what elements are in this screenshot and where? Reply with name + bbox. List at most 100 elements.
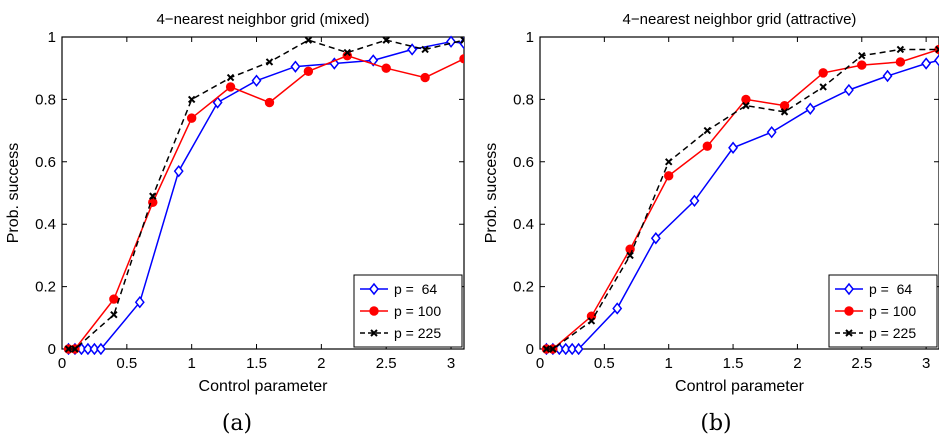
data-point-1 xyxy=(303,66,314,77)
x-tick-label: 1 xyxy=(188,355,196,372)
x-tick-label: 2 xyxy=(793,355,801,372)
legend: p = 64 p = 100 p = 225 xyxy=(828,274,938,348)
data-point-1 xyxy=(741,94,751,105)
data-point-2 xyxy=(935,45,939,54)
data-point-1 xyxy=(702,141,713,151)
legend-marker xyxy=(845,329,853,337)
legend-label: p = 64 xyxy=(394,281,437,297)
y-tick-label: 0.4 xyxy=(35,216,56,233)
data-point-0 xyxy=(805,102,816,115)
data-point-2 xyxy=(110,310,118,319)
data-point-2 xyxy=(549,345,557,353)
legend-label: p = 100 xyxy=(869,303,916,319)
caption-a: (a) xyxy=(222,411,252,436)
x-tick-label: 1 xyxy=(665,355,673,372)
y-axis-label: Prob. success xyxy=(483,143,500,243)
y-tick-label: 0.2 xyxy=(35,279,56,296)
data-point-0 xyxy=(82,342,93,355)
data-point-2 xyxy=(149,192,157,200)
legend-marker xyxy=(844,282,854,296)
legend-marker xyxy=(370,329,378,337)
y-tick-label: 0 xyxy=(48,341,56,358)
data-point-2 xyxy=(265,58,274,66)
series-line-1 xyxy=(546,48,939,350)
data-point-0 xyxy=(728,141,739,154)
data-point-2 xyxy=(858,52,866,60)
legend-label: p = 64 xyxy=(869,281,912,297)
y-tick-label: 1 xyxy=(48,29,56,46)
y-axis-label: Prob. success xyxy=(5,143,22,243)
data-point-2 xyxy=(742,101,750,110)
legend: p = 64 p = 100 p = 225 xyxy=(353,274,463,348)
data-point-2 xyxy=(626,251,634,260)
chart-title: 4−nearest neighbor grid (attractive) xyxy=(623,11,857,28)
data-point-0 xyxy=(212,96,223,109)
data-point-1 xyxy=(664,171,674,181)
data-point-2 xyxy=(587,317,596,325)
data-point-1 xyxy=(895,57,906,67)
data-point-0 xyxy=(567,342,578,355)
data-point-0 xyxy=(407,43,418,56)
data-point-0 xyxy=(921,57,932,70)
data-point-2 xyxy=(421,45,429,54)
x-tick-label: 0.5 xyxy=(116,355,137,372)
data-point-2 xyxy=(304,36,313,44)
data-point-1 xyxy=(779,100,790,111)
series-line-2 xyxy=(68,39,464,350)
x-axis-label: Control parameter xyxy=(675,378,805,395)
data-point-0 xyxy=(843,83,854,97)
data-point-1 xyxy=(625,244,635,254)
x-tick-label: 2 xyxy=(317,355,325,372)
data-point-1 xyxy=(381,63,391,73)
x-tick-label: 3 xyxy=(922,355,930,372)
legend-marker xyxy=(844,306,854,316)
series-line-1 xyxy=(68,54,464,350)
data-point-2 xyxy=(542,345,551,353)
data-point-0 xyxy=(612,302,623,315)
data-point-0 xyxy=(882,69,893,83)
legend-label: p = 225 xyxy=(869,325,916,341)
x-tick-label: 1.5 xyxy=(723,355,744,372)
data-point-1 xyxy=(857,60,867,70)
data-point-0 xyxy=(251,74,262,87)
data-point-1 xyxy=(459,54,464,64)
data-point-0 xyxy=(560,342,571,355)
data-point-0 xyxy=(134,295,145,309)
series-line-2 xyxy=(546,48,939,350)
data-point-2 xyxy=(71,345,79,353)
y-tick-label: 0.6 xyxy=(513,154,534,171)
data-point-0 xyxy=(934,54,939,67)
data-point-0 xyxy=(650,232,661,245)
data-point-0 xyxy=(573,342,584,355)
data-point-0 xyxy=(290,60,301,73)
y-tick-label: 0.8 xyxy=(513,91,534,108)
y-tick-label: 1 xyxy=(526,29,534,46)
data-point-1 xyxy=(109,294,119,304)
x-tick-label: 0.5 xyxy=(594,355,615,372)
x-tick-label: 2.5 xyxy=(851,355,872,372)
caption-b: (b) xyxy=(700,411,731,436)
y-tick-label: 0.2 xyxy=(513,279,534,296)
legend-label: p = 225 xyxy=(394,325,441,341)
data-point-2 xyxy=(665,158,673,166)
data-point-0 xyxy=(89,342,100,355)
x-tick-label: 2.5 xyxy=(376,355,397,372)
data-point-1 xyxy=(818,68,828,78)
legend-marker xyxy=(369,306,379,316)
y-tick-label: 0.6 xyxy=(35,154,56,171)
chart-title: 4−nearest neighbor grid (mixed) xyxy=(156,11,369,28)
chart-panel-a: 4−nearest neighbor grid (mixed) 0 0.5 1 1.5 2… xyxy=(5,11,465,395)
data-point-1 xyxy=(264,97,275,108)
data-point-2 xyxy=(819,83,827,91)
x-tick-label: 1.5 xyxy=(246,355,267,372)
data-point-0 xyxy=(689,194,700,208)
data-point-1 xyxy=(420,72,430,83)
data-point-2 xyxy=(226,73,235,82)
data-point-0 xyxy=(766,125,777,139)
data-point-2 xyxy=(343,48,351,57)
data-point-0 xyxy=(446,35,456,48)
data-point-2 xyxy=(896,45,905,54)
data-point-2 xyxy=(703,126,712,135)
data-point-2 xyxy=(780,108,789,116)
